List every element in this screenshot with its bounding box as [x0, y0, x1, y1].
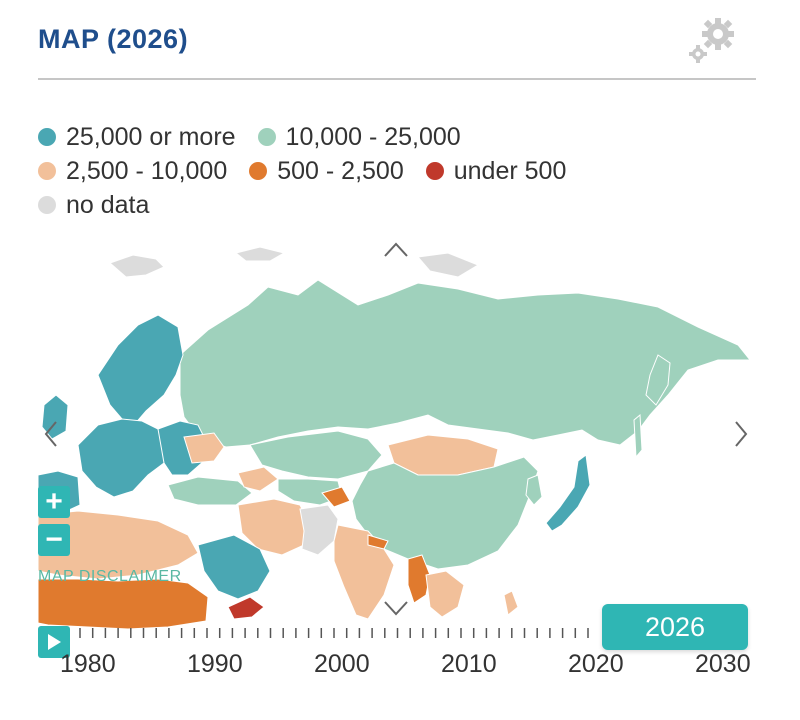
region-sakhalin[interactable]	[633, 413, 643, 459]
play-icon	[48, 634, 61, 650]
timeline-year-label: 2020	[568, 650, 624, 678]
pan-left-arrow-icon[interactable]	[42, 420, 60, 453]
current-year-slider-handle[interactable]: 2026	[602, 604, 748, 650]
settings-gear-icon[interactable]	[684, 14, 744, 75]
region-arabian-peninsula[interactable]	[197, 534, 271, 600]
timeline-year-label: 1980	[60, 650, 116, 678]
legend-label: 2,500 - 10,000	[66, 156, 228, 185]
region-ukraine[interactable]	[183, 432, 225, 464]
pan-right-arrow-icon[interactable]	[732, 420, 750, 453]
region-indochina[interactable]	[425, 570, 465, 618]
pan-down-arrow-icon[interactable]	[383, 600, 409, 623]
legend-label: 500 - 2,500	[277, 156, 404, 185]
region-svalbard[interactable]	[109, 254, 165, 278]
legend-label: no data	[66, 190, 150, 219]
region-caucasus[interactable]	[237, 466, 279, 492]
region-uk-ireland[interactable]	[41, 394, 69, 440]
region-western-europe[interactable]	[77, 418, 169, 498]
legend-item-no-data: no data	[38, 191, 149, 220]
legend-swatch	[249, 162, 268, 180]
timeline-year-label: 1990	[187, 650, 243, 678]
zoom-out-button[interactable]: −	[38, 524, 70, 556]
timeline-year-label: 2030	[695, 650, 751, 678]
zoom-out-icon: −	[45, 523, 63, 556]
header-divider	[38, 78, 756, 80]
legend-label: 25,000 or more	[66, 122, 236, 151]
legend-item-25000-or-more: 25,000 or more	[38, 123, 236, 152]
region-japan[interactable]	[545, 454, 591, 532]
zoom-in-icon: +	[45, 485, 63, 518]
region-norway-sweden-finland[interactable]	[97, 314, 184, 426]
legend-label: under 500	[453, 156, 567, 185]
region-sahel[interactable]	[38, 578, 209, 630]
pan-up-arrow-icon[interactable]	[383, 240, 409, 263]
timeline-year-label: 2010	[441, 650, 497, 678]
region-franz-josef-land[interactable]	[234, 246, 286, 262]
choropleth-map[interactable]	[38, 235, 758, 635]
region-myanmar[interactable]	[407, 554, 431, 604]
timeline-year-label: 2000	[314, 650, 370, 678]
legend-item-10000-25000: 10,000 - 25,000	[257, 122, 461, 152]
timeline-track[interactable]	[0, 600, 800, 650]
legend-label: 10,000 - 25,000	[285, 122, 461, 151]
map-disclaimer-link[interactable]: MAP DISCLAIMER	[38, 568, 182, 585]
region-tajikistan[interactable]	[321, 486, 351, 508]
region-turkey[interactable]	[167, 476, 253, 506]
region-kamchatka[interactable]	[645, 354, 671, 406]
region-north-africa[interactable]	[38, 510, 199, 580]
region-afghanistan-pakistan[interactable]	[299, 504, 339, 556]
region-china[interactable]	[351, 456, 539, 570]
region-philippines[interactable]	[503, 590, 519, 616]
legend-item-2500-10000: 2,500 - 10,000	[38, 157, 227, 186]
map-legend: 25,000 or more 10,000 - 25,000 2,500 - 1…	[38, 120, 738, 222]
legend-swatch	[425, 162, 444, 180]
legend-swatch	[257, 128, 276, 146]
region-nepal[interactable]	[367, 534, 389, 550]
legend-item-500-2500: 500 - 2,500	[249, 157, 404, 186]
legend-swatch	[38, 162, 56, 180]
legend-swatch	[38, 128, 56, 146]
legend-item-under-500: under 500	[425, 156, 567, 186]
play-button[interactable]	[38, 626, 70, 658]
region-yemen[interactable]	[227, 596, 265, 620]
region-russia[interactable]	[179, 279, 752, 448]
region-novaya-zemlya[interactable]	[417, 252, 480, 278]
legend-swatch	[38, 196, 56, 214]
region-korea[interactable]	[525, 474, 543, 506]
zoom-in-button[interactable]: +	[38, 486, 70, 518]
page-title: MAP (2026)	[38, 24, 189, 54]
